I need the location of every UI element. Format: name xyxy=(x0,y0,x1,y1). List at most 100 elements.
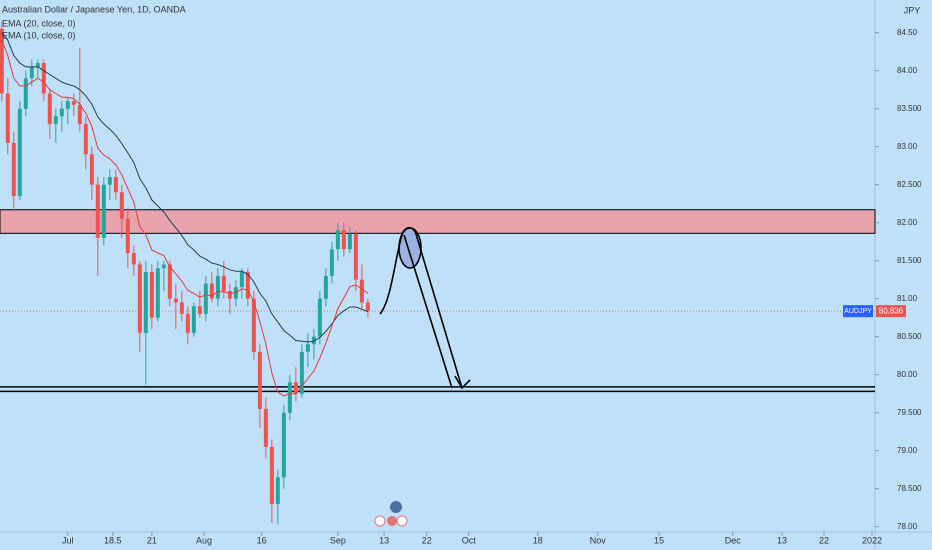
candle-body xyxy=(41,63,46,94)
candle-body xyxy=(329,249,334,276)
candle-body xyxy=(47,93,52,124)
candle-body xyxy=(23,78,28,109)
x-tick-label: 2022 xyxy=(862,535,882,545)
y-tick-label: 84.00 xyxy=(897,66,918,75)
candle-body xyxy=(215,275,220,299)
candle-body xyxy=(197,306,202,314)
candle-body xyxy=(167,264,172,299)
y-tick-label: 80.500 xyxy=(897,332,922,341)
chart-title: Australian Dollar / Japanese Yen, 1D, OA… xyxy=(2,4,186,14)
candle-body xyxy=(359,279,364,303)
candle-body xyxy=(125,218,130,254)
x-tick-label: 13 xyxy=(777,535,787,545)
x-tick-label: Jul xyxy=(62,535,74,545)
ema-line xyxy=(1,40,369,397)
candle-body xyxy=(179,302,184,314)
candle-body xyxy=(143,272,148,333)
candle-body xyxy=(209,283,214,299)
currency-label: JPY xyxy=(904,5,921,15)
x-tick-label: 13 xyxy=(379,535,389,545)
candle-body xyxy=(5,93,10,143)
y-tick-label: 82.00 xyxy=(897,218,918,227)
candle-body xyxy=(35,63,40,67)
event-icons xyxy=(374,501,408,527)
x-tick-label: 18 xyxy=(533,535,543,545)
y-tick-label: 81.00 xyxy=(897,294,918,303)
candle-body xyxy=(149,272,154,318)
candle-body xyxy=(95,184,100,238)
x-tick-label: 22 xyxy=(422,535,432,545)
candle-body xyxy=(65,101,70,109)
drawn-arrow-line xyxy=(403,234,453,389)
x-tick-label: Dec xyxy=(725,535,742,545)
arrow-head xyxy=(454,375,471,390)
candle-body xyxy=(11,142,16,197)
x-tick-label: 15 xyxy=(654,535,664,545)
candle-body xyxy=(281,412,286,478)
x-tick-label: 22 xyxy=(819,535,829,545)
y-tick-label: 81.500 xyxy=(897,256,922,265)
y-tick-label: 80.00 xyxy=(897,370,918,379)
candle-body xyxy=(101,184,106,238)
candle-body xyxy=(155,268,160,318)
candle-body xyxy=(239,272,244,288)
event-icon xyxy=(374,515,386,527)
candle-body xyxy=(53,116,58,124)
candle-body xyxy=(251,298,256,352)
y-tick-label: 79.500 xyxy=(897,408,922,417)
event-icon xyxy=(390,501,402,513)
symbol-label: AUDJPY xyxy=(844,308,872,315)
event-icon xyxy=(396,515,408,527)
candle-body xyxy=(59,108,64,117)
legend-entry: EMA (20, close, 0) xyxy=(2,18,76,28)
y-tick-label: 83.00 xyxy=(897,142,918,151)
candle-body xyxy=(293,382,298,394)
candle-body xyxy=(191,306,196,333)
candle-body xyxy=(221,275,226,292)
symbol-label-box xyxy=(843,305,873,318)
drawing xyxy=(379,226,471,390)
candle-body xyxy=(287,382,292,413)
candle-body xyxy=(263,408,268,447)
y-tick-label: 82.500 xyxy=(897,180,922,189)
candle-body xyxy=(245,272,250,299)
candle-body xyxy=(257,351,262,409)
candle-body xyxy=(137,264,142,333)
x-tick-label: Nov xyxy=(590,535,607,545)
candle-body xyxy=(29,66,34,79)
candle-body xyxy=(305,344,310,352)
x-tick-label: Oct xyxy=(462,535,477,545)
event-icon xyxy=(387,516,397,526)
y-tick-label: 84.50 xyxy=(897,28,918,37)
candle-body xyxy=(17,108,22,197)
last-price-label: 80.836 xyxy=(879,306,904,315)
candle-body xyxy=(347,234,352,250)
candle-body xyxy=(89,154,94,185)
x-tick-label: 18.5 xyxy=(104,535,122,545)
candle-body xyxy=(341,230,346,250)
candle-body xyxy=(335,230,340,250)
candle-body xyxy=(323,275,328,299)
candle-body xyxy=(185,313,190,333)
candle-body xyxy=(131,253,136,265)
candle-body xyxy=(299,351,304,394)
y-tick-label: 79.00 xyxy=(897,446,918,455)
x-tick-label: Sep xyxy=(330,535,346,545)
candle-body xyxy=(203,283,208,314)
candle-body xyxy=(317,298,322,337)
last-price-box xyxy=(876,305,906,318)
candle-body xyxy=(173,298,178,303)
y-tick-label: 78.500 xyxy=(897,484,922,493)
x-tick-label: 16 xyxy=(257,535,267,545)
candle-body xyxy=(71,101,76,105)
candle-body xyxy=(0,28,4,94)
candle-body xyxy=(311,336,316,345)
drawn-arrow xyxy=(379,226,463,389)
x-tick-label: 21 xyxy=(147,535,157,545)
x-tick-label: Aug xyxy=(196,535,212,545)
candle-body xyxy=(275,477,280,504)
y-tick-label: 83.500 xyxy=(897,104,922,113)
legend-entry: EMA (10, close, 0) xyxy=(2,30,76,40)
